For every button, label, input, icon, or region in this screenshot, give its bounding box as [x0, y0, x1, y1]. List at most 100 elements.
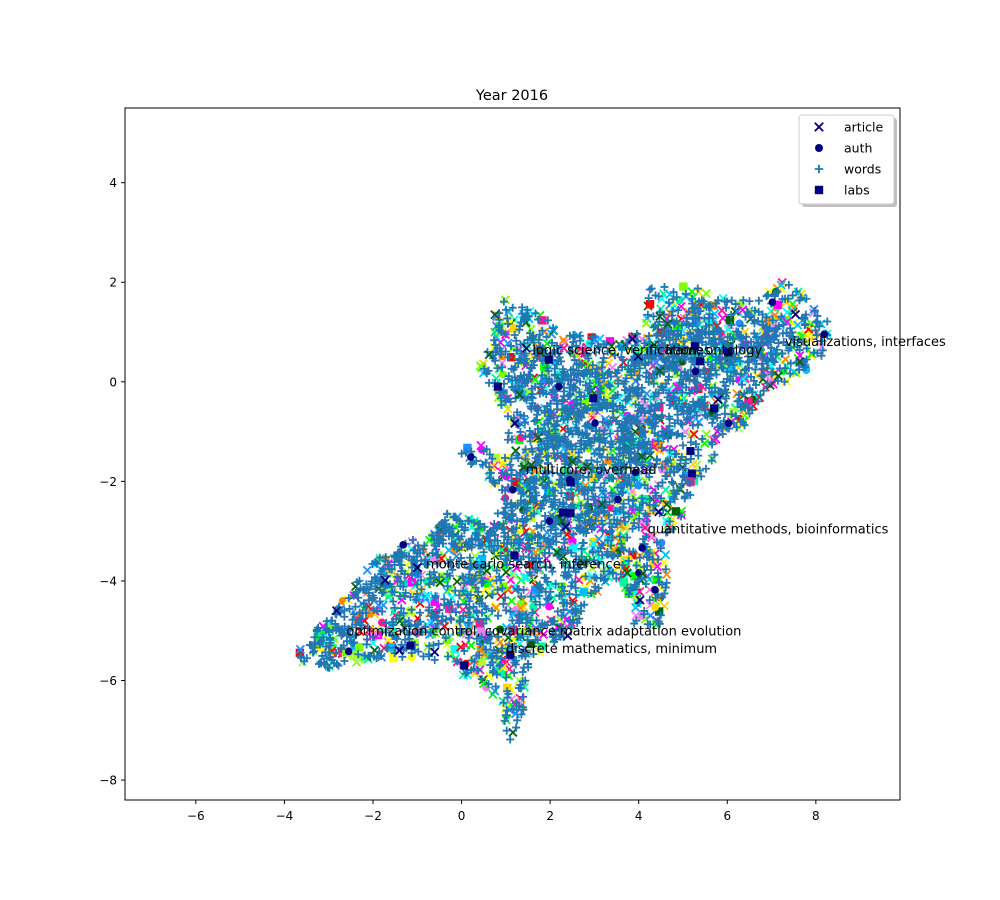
words-point	[515, 475, 524, 484]
words-point	[590, 449, 599, 458]
words-point	[665, 446, 674, 455]
words-point	[697, 472, 706, 481]
article-point	[638, 344, 648, 355]
words-point	[771, 350, 780, 359]
labs-point	[537, 642, 546, 651]
words-point	[548, 468, 557, 477]
labs-point	[512, 477, 521, 487]
labs-point	[773, 300, 783, 309]
words-point	[691, 440, 700, 449]
cluster-label: logic science, verification, ontology	[532, 343, 762, 358]
words-point	[681, 289, 690, 298]
words-point	[732, 327, 741, 336]
words-point	[504, 353, 513, 362]
words-point	[576, 377, 585, 386]
words-point	[618, 561, 627, 570]
words-point	[650, 428, 659, 437]
article-point	[530, 375, 540, 385]
labs-point	[477, 554, 487, 564]
labs-point	[649, 559, 658, 569]
words-point	[593, 457, 602, 466]
auth-point	[496, 625, 505, 634]
words-point	[788, 332, 797, 341]
words-point	[413, 580, 422, 589]
words-point	[790, 338, 799, 347]
article-point	[641, 318, 651, 328]
words-point	[550, 422, 559, 431]
legend-label-auth: auth	[844, 141, 872, 156]
article-point	[435, 577, 445, 588]
article-point	[588, 538, 599, 548]
labs-point	[463, 443, 472, 453]
words-point	[413, 541, 422, 550]
article-point	[383, 635, 394, 645]
words-point	[605, 367, 614, 376]
auth-point	[724, 419, 733, 428]
labs-point	[471, 521, 481, 531]
article-point	[295, 644, 306, 654]
words-point	[418, 628, 427, 637]
article-point	[482, 566, 492, 576]
words-point	[528, 608, 537, 617]
words-point	[615, 532, 624, 541]
words-point	[496, 394, 505, 403]
words-point	[649, 312, 658, 321]
article-point	[491, 373, 501, 384]
article-point	[511, 446, 521, 456]
article-point	[701, 429, 711, 439]
legend-marker-labs	[814, 185, 824, 195]
labs-point	[619, 578, 629, 587]
article-point	[491, 601, 501, 612]
words-point	[812, 331, 821, 340]
article-point	[496, 591, 506, 602]
words-point	[443, 509, 452, 518]
article-point	[645, 611, 656, 621]
words-point	[736, 370, 745, 379]
labs-point	[568, 543, 578, 552]
labs-point	[493, 382, 502, 391]
article-point	[505, 575, 516, 585]
y-tick-label: −2	[99, 475, 117, 489]
x-tick-label: 2	[546, 809, 554, 823]
article-point	[587, 563, 597, 573]
words-point	[605, 528, 614, 537]
article-point	[662, 569, 672, 580]
labs-point	[540, 375, 549, 385]
article-point	[362, 565, 372, 575]
words-point	[526, 592, 535, 601]
auth-point	[638, 544, 646, 552]
auth-point	[634, 481, 643, 490]
words-point	[810, 306, 819, 315]
words-point	[754, 296, 763, 305]
article-point	[647, 532, 657, 542]
labs-point	[406, 641, 415, 650]
legend-marker-auth	[815, 144, 823, 152]
words-point	[624, 556, 633, 565]
labs-point	[695, 357, 704, 366]
words-point	[632, 329, 641, 338]
x-tick-label: −4	[276, 809, 294, 823]
labs-point	[654, 607, 664, 616]
words-point	[698, 434, 707, 443]
labs-point	[521, 389, 530, 398]
words-point	[345, 604, 354, 613]
words-point	[425, 580, 434, 589]
labs-point	[744, 397, 753, 406]
labs-point	[589, 366, 599, 375]
words-point	[784, 280, 793, 289]
article-point	[622, 568, 632, 578]
labs-point	[566, 509, 575, 518]
words-point	[491, 340, 500, 349]
words-point	[608, 533, 617, 542]
words-point	[535, 591, 544, 600]
labs-point	[562, 408, 571, 418]
article-point	[423, 590, 433, 601]
words-point	[490, 546, 499, 555]
article-point	[501, 715, 512, 725]
auth-point	[591, 419, 599, 427]
article-point	[444, 545, 454, 555]
words-point	[678, 480, 687, 489]
article-point	[631, 611, 641, 621]
labs-point	[652, 575, 661, 585]
